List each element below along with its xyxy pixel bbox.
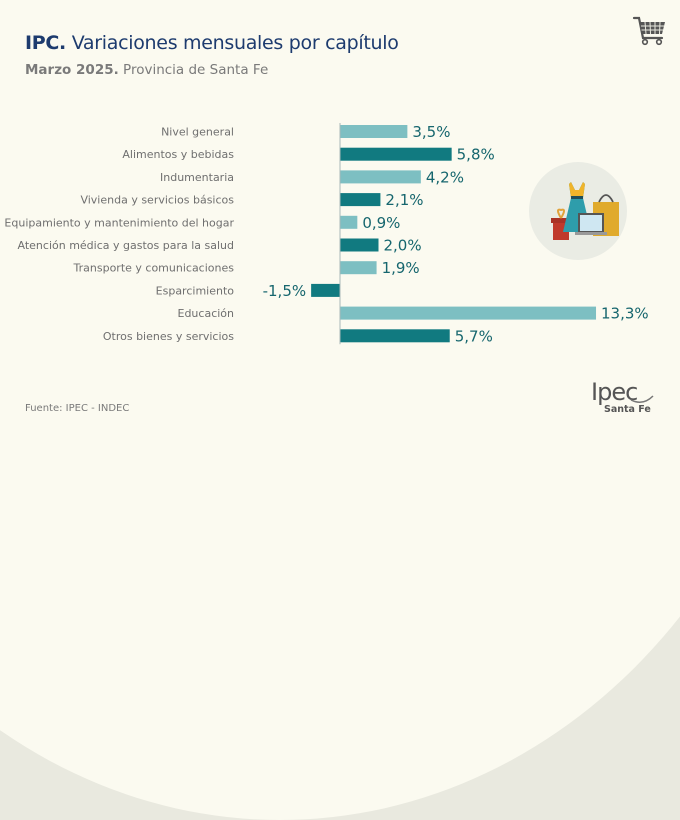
category-label: Equipamiento y mantenimiento del hogar <box>4 216 234 229</box>
shopping-cart-icon <box>632 16 665 46</box>
data-label: 3,5% <box>412 123 450 141</box>
category-label: Indumentaria <box>160 171 234 184</box>
data-label: 2,1% <box>385 191 423 209</box>
category-label: Esparcimiento <box>156 284 235 297</box>
page-subtitle: Marzo 2025. Provincia de Santa Fe <box>25 62 268 78</box>
bar <box>340 125 408 138</box>
category-label: Atención médica y gastos para la salud <box>18 239 234 252</box>
data-label: 1,9% <box>382 259 420 277</box>
category-label: Educación <box>178 307 235 320</box>
title-rest: Variaciones mensuales por capítulo <box>65 32 399 54</box>
data-label: 4,2% <box>426 168 464 186</box>
bar <box>340 170 421 184</box>
bar <box>340 329 450 343</box>
data-label: 0,9% <box>362 214 400 232</box>
svg-text:Ipec: Ipec <box>591 378 637 406</box>
subtitle-bold: Marzo 2025. <box>25 62 119 78</box>
category-label: Vivienda y servicios básicos <box>80 194 234 207</box>
data-label: 13,3% <box>601 305 649 323</box>
data-label: -1,5% <box>263 282 307 300</box>
bar <box>311 283 340 297</box>
page-title: IPC. Variaciones mensuales por capítulo <box>25 32 399 54</box>
title-bold: IPC. <box>25 32 66 54</box>
category-label: Otros bienes y servicios <box>103 330 234 343</box>
bar <box>340 238 379 252</box>
data-label: 5,8% <box>457 146 495 164</box>
subtitle-rest: Provincia de Santa Fe <box>118 62 269 78</box>
laptop-icon <box>578 213 604 233</box>
logo-subtitle: Santa Fe <box>604 404 651 415</box>
data-label: 2,0% <box>384 237 422 255</box>
data-label: 5,7% <box>455 327 493 345</box>
ipec-logo: Ipec <box>591 378 654 406</box>
bar <box>340 193 381 207</box>
category-label: Alimentos y bebidas <box>122 148 234 161</box>
bar <box>340 215 358 229</box>
source-note: Fuente: IPEC - INDEC <box>25 403 130 414</box>
bar <box>340 306 597 320</box>
category-label: Nivel general <box>161 126 234 139</box>
bar-chart: Nivel general Alimentos y bebidas Indument… <box>4 123 649 345</box>
bar <box>340 147 452 161</box>
bar <box>340 261 377 275</box>
shopping-illustration <box>529 162 627 260</box>
category-label: Transporte y comunicaciones <box>73 262 235 275</box>
